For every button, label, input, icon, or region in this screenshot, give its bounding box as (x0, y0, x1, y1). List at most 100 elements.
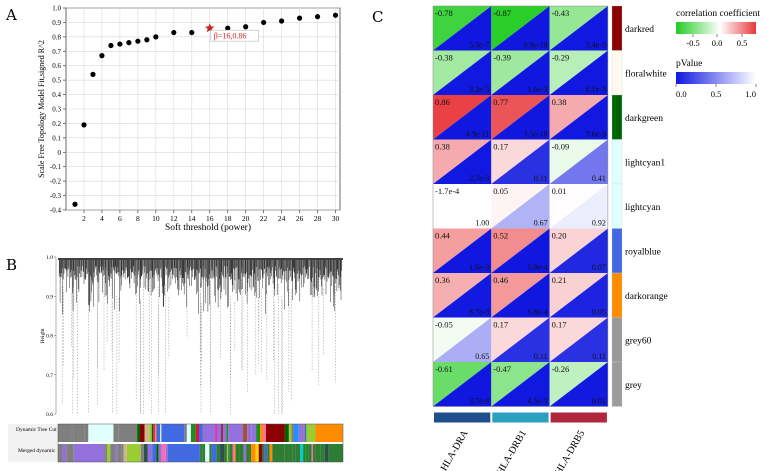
x-axis-ticks: 2 4 6 8 10 12 14 16 18 20 22 24 26 28 30 (82, 210, 340, 223)
heatmap-p-triangle (433, 362, 492, 407)
y-tick-label: 0.7 (52, 48, 61, 56)
module-color-segment (228, 424, 242, 442)
heatmap-corr-label: 0.21 (552, 275, 567, 285)
module-color-segment (328, 444, 343, 462)
module-color-segment (235, 444, 240, 462)
heatmap-p-label: 0.11 (534, 174, 548, 183)
module-color-segment (152, 444, 157, 462)
x-tick-label: 30 (332, 214, 340, 223)
module-color-segment (267, 444, 270, 462)
y-tick-label: 1.0 (52, 5, 61, 13)
module-color-segment (215, 424, 217, 442)
x-tick-label: 24 (278, 214, 286, 223)
data-point (332, 12, 339, 18)
module-color-segment (303, 444, 306, 462)
module-color-segment (216, 444, 221, 462)
legend: correlation coefficient -0.5 0.0 0.5 pValu… (675, 8, 760, 99)
legend-corr-title: correlation coefficient (676, 8, 760, 19)
heatmap-corr-label: 0.46 (493, 275, 508, 285)
module-color-segment (113, 424, 119, 442)
module-color-segment (161, 444, 166, 462)
heatmap-corr-label: 0.01 (552, 186, 567, 196)
panel-b-letter: B (6, 256, 17, 274)
y-tick-label: 0.2 (52, 120, 61, 128)
module-color-segment (165, 444, 168, 462)
module-color-segment (306, 424, 316, 442)
module-color-segment (315, 444, 321, 462)
data-points (72, 12, 339, 207)
heatmap-p-triangle (491, 273, 550, 318)
x-tick-label: 28 (314, 214, 322, 223)
module-color-segment (184, 424, 187, 442)
module-color-segment (315, 424, 343, 442)
x-tick-label: 8 (136, 214, 140, 223)
heatmap-corr-triangle (491, 50, 550, 95)
heatmap-p-label: 1.00 (475, 219, 489, 228)
module-color-segment (242, 444, 244, 462)
y-tick-label: 0.8 (52, 33, 61, 41)
heatmap-p-label: 0.67 (534, 219, 548, 228)
heatmap-p-label: 3.6e-3 (586, 130, 606, 139)
data-point (153, 34, 159, 40)
highlight-label: β=16,0.86 (214, 32, 247, 41)
module-label-lightcyan: lightcyan (625, 203, 661, 213)
legend-p-tick-label: 0.0 (676, 89, 687, 99)
color-bars-frame (57, 423, 344, 463)
module-color-grey (611, 361, 623, 407)
module-color-floralwhite (611, 50, 623, 96)
module-color-segment (224, 444, 227, 462)
module-color-segment (190, 424, 196, 442)
module-color-segment (155, 424, 157, 442)
data-point (117, 41, 123, 47)
y-tick-label: 0.6 (52, 62, 61, 70)
module-color-segment (263, 424, 267, 442)
x-tick-label: 10 (152, 214, 160, 223)
data-point (99, 53, 105, 59)
module-color-segment (229, 444, 233, 462)
data-point (81, 122, 87, 128)
dendrogram-branches (58, 258, 343, 414)
module-color-segment (246, 444, 250, 462)
module-color-segment (158, 444, 162, 462)
module-color-segment (104, 444, 106, 462)
data-point (296, 15, 303, 21)
heatmap-corr-label: -0.87 (493, 8, 511, 18)
legend-p-tick-label: 1.0 (745, 89, 756, 99)
heatmap-p-triangle (491, 95, 550, 140)
module-color-segment (105, 444, 107, 462)
y-tick-label: 0.9 (52, 19, 61, 27)
y-tick-label: -0.1 (50, 163, 62, 171)
data-point (171, 29, 177, 36)
y-tick-label: 1.0 (46, 255, 53, 261)
heatmap-p-triangle (549, 184, 608, 229)
heatmap-p-label: 0.65 (475, 352, 489, 361)
heatmap-corr-label: 0.17 (552, 320, 567, 330)
module-color-segment (234, 444, 236, 462)
module-color-segment (118, 424, 138, 442)
heatmap-p-label: 4.3e-11 (465, 130, 489, 139)
heatmap-corr-label: -1.7e-4 (435, 186, 460, 196)
module-color-darkgreen (611, 94, 623, 140)
module-color-segment (202, 424, 216, 442)
heatmap-p-triangle (491, 362, 550, 407)
module-color-segment (167, 444, 200, 462)
gene-label-HLA-DRA: HLA-DRA (439, 428, 471, 471)
heatmap-p-triangle (491, 139, 550, 184)
y-tick-label: -0.4 (50, 207, 62, 215)
data-point (135, 38, 141, 44)
y-tick-label: 0.7 (46, 373, 53, 379)
module-color-segment (199, 424, 203, 442)
legend-corr-gradient (676, 22, 756, 34)
heatmap-p-label: 0.05 (592, 308, 606, 317)
y-axis-label: Height (40, 328, 46, 343)
module-color-segment (324, 444, 329, 462)
module-color-segment (241, 424, 244, 442)
module-color-segment (147, 444, 153, 462)
heatmap-p-label: 0.41 (592, 174, 606, 183)
grid (66, 7, 340, 211)
gene-label-HLA-DRB5: HLA-DRB5 (553, 429, 587, 471)
module-color-segment (264, 444, 268, 462)
module-color-segment (66, 444, 69, 462)
data-point (189, 29, 195, 36)
heatmap-p-triangle (549, 6, 608, 51)
